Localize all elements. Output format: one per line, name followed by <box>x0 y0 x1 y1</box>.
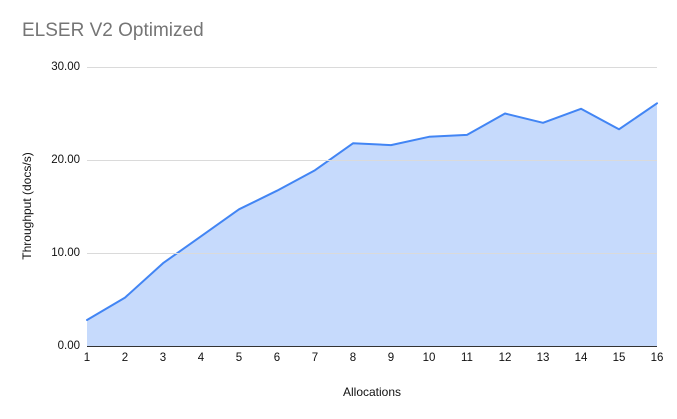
area-series <box>86 102 658 346</box>
y-tick-label: 30.00 <box>51 61 80 73</box>
series-line <box>86 102 658 321</box>
gridline <box>87 160 657 161</box>
x-tick-label: 7 <box>311 352 319 364</box>
x-tick-label: 8 <box>349 352 357 364</box>
gridline <box>87 253 657 254</box>
x-tick-label: 3 <box>159 352 167 364</box>
x-tick-label: 4 <box>197 352 205 364</box>
area-fill <box>87 103 657 346</box>
gridline <box>87 67 657 68</box>
x-tick-label: 9 <box>387 352 395 364</box>
x-tick-label: 10 <box>422 352 436 364</box>
x-tick-label: 5 <box>235 352 243 364</box>
x-axis-line <box>87 346 657 347</box>
x-tick-label: 12 <box>498 352 512 364</box>
x-tick-label: 15 <box>612 352 626 364</box>
y-axis-title: Throughput (docs/s) <box>20 152 34 260</box>
x-axis-title: Allocations <box>342 385 402 399</box>
plot-area <box>86 67 658 347</box>
x-tick-label: 13 <box>536 352 550 364</box>
y-tick-label: 0.00 <box>57 340 80 352</box>
x-tick-label: 14 <box>574 352 588 364</box>
x-tick-label: 16 <box>650 352 664 364</box>
y-tick-label: 20.00 <box>51 154 80 166</box>
x-tick-label: 11 <box>461 352 473 364</box>
x-tick-label: 2 <box>121 352 129 364</box>
x-tick-label: 6 <box>273 352 281 364</box>
x-tick-label: 1 <box>83 352 91 364</box>
y-tick-label: 10.00 <box>51 247 80 259</box>
chart-title: ELSER V2 Optimized <box>22 20 204 41</box>
